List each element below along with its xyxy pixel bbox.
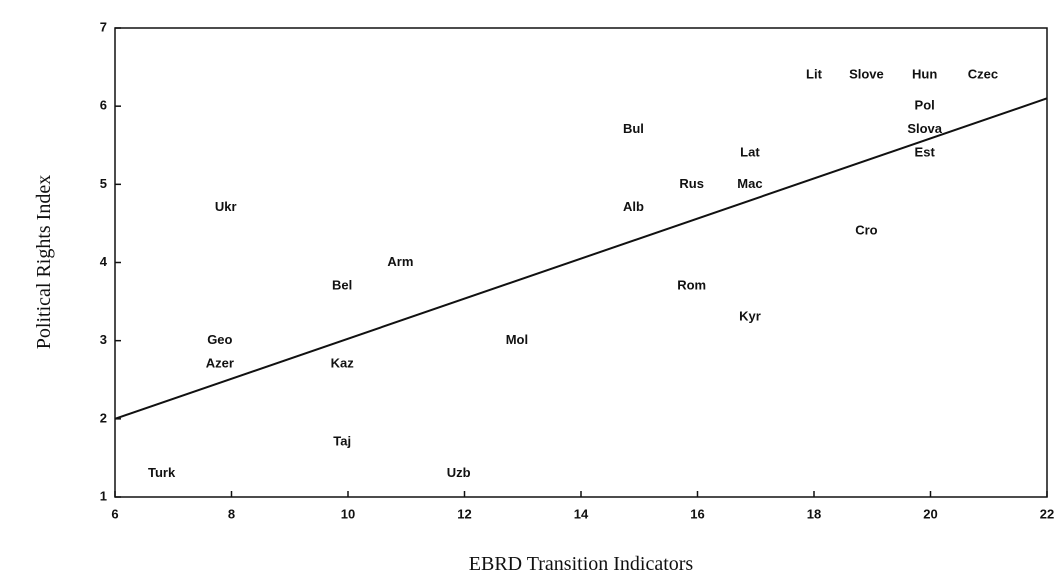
- x-tick-label: 12: [457, 506, 471, 521]
- point-label: Cro: [855, 223, 877, 238]
- point-label: Geo: [207, 332, 232, 347]
- point-label: Pol: [915, 98, 935, 113]
- y-tick-label: 3: [100, 332, 107, 347]
- point-label: Mac: [737, 176, 762, 191]
- point-label: Rus: [679, 176, 704, 191]
- point-label: Slove: [849, 66, 884, 81]
- point-label: Turk: [148, 465, 176, 480]
- y-tick-label: 1: [100, 488, 107, 503]
- x-tick-label: 16: [690, 506, 704, 521]
- x-tick-label: 8: [228, 506, 235, 521]
- y-tick-label: 7: [100, 19, 107, 34]
- point-label: Kaz: [331, 356, 355, 371]
- point-label: Kyr: [739, 309, 761, 324]
- y-tick-label: 2: [100, 410, 107, 425]
- point-label: Bul: [623, 121, 644, 136]
- point-label: Hun: [912, 66, 937, 81]
- point-label: Azer: [206, 356, 234, 371]
- y-tick-label: 5: [100, 176, 107, 191]
- x-tick-label: 6: [111, 506, 118, 521]
- x-tick-label: 14: [574, 506, 589, 521]
- point-label: Rom: [677, 277, 706, 292]
- x-tick-label: 22: [1040, 506, 1054, 521]
- trend-line: [114, 97, 1048, 420]
- x-tick-label: 10: [341, 506, 355, 521]
- point-label: Mol: [506, 332, 528, 347]
- point-label: Taj: [333, 434, 351, 449]
- y-tick-label: 4: [100, 254, 108, 269]
- point-label: Ukr: [215, 199, 237, 214]
- point-label: Lit: [806, 66, 823, 81]
- x-tick-label: 18: [807, 506, 821, 521]
- point-label: Slova: [907, 121, 942, 136]
- y-tick-label: 6: [100, 98, 107, 113]
- point-label: Bel: [332, 277, 352, 292]
- point-label: Uzb: [447, 465, 471, 480]
- point-label: Arm: [387, 254, 413, 269]
- x-axis-title: EBRD Transition Indicators: [469, 553, 694, 575]
- point-label: Lat: [740, 145, 760, 160]
- point-label: Est: [915, 145, 936, 160]
- y-axis-title: Political Rights Index: [33, 175, 55, 349]
- point-label: Czec: [968, 66, 998, 81]
- x-tick-label: 20: [923, 506, 937, 521]
- point-label: Alb: [623, 199, 644, 214]
